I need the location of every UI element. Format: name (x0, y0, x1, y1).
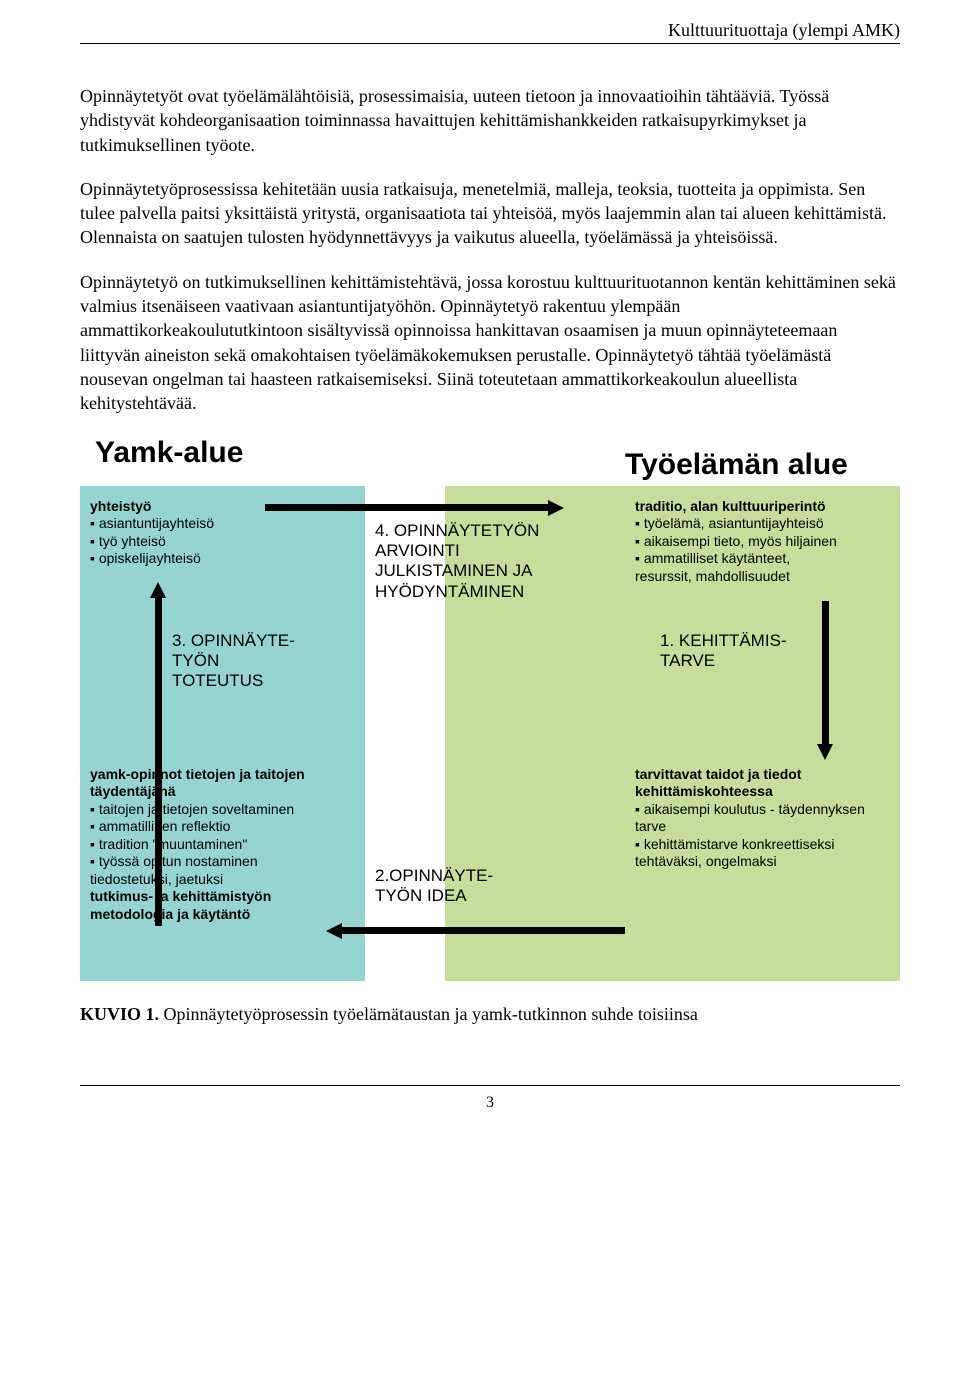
stage-4-arviointi: 4. OPINNÄYTETYÖNARVIOINTIJULKISTAMINEN J… (375, 521, 539, 603)
stage-4-arviointi-line-3: HYÖDYNTÄMINEN (375, 582, 539, 602)
paragraph-2: Opinnäytetyöprosessissa kehitetään uusia… (80, 177, 900, 250)
arrow-top-line (265, 504, 550, 511)
block-yhteistyo-line-1: ▪ työ yhteisö (90, 533, 350, 551)
page-header: Kulttuurituottaja (ylempi AMK) (80, 20, 900, 44)
block-yamk-opinnot-line-4: tiedostetuksi, jaetuksi (90, 871, 350, 889)
stage-1-kehittamistarve-line-1: TARVE (660, 651, 787, 671)
block-tarvittavat-line-3: tehtäväksi, ongelmaksi (635, 853, 895, 871)
paragraph-3: Opinnäytetyö on tutkimuksellinen kehittä… (80, 270, 900, 416)
block-tarvittavat-line-1: tarve (635, 818, 895, 836)
arrow-top-head (548, 500, 564, 516)
stage-3-toteutus-line-0: 3. OPINNÄYTE- (172, 631, 295, 651)
arrow-left-head (150, 582, 166, 598)
block-yamk-opinnot: yamk-opinnot tietojen ja taitojen täyden… (90, 766, 350, 924)
header-program: Kulttuurituottaja (ylempi AMK) (668, 20, 900, 40)
stage-3-toteutus-line-2: TOTEUTUS (172, 671, 295, 691)
diagram-container: Yamk-alueTyöelämän alueyhteistyö▪ asiant… (80, 436, 900, 1025)
arrow-bottom-head (326, 923, 342, 939)
stage-4-arviointi-line-0: 4. OPINNÄYTETYÖN (375, 521, 539, 541)
arrow-right-head (817, 744, 833, 760)
thesis-process-diagram: Yamk-alueTyöelämän alueyhteistyö▪ asiant… (80, 436, 900, 996)
stage-3-toteutus-line-1: TYÖN (172, 651, 295, 671)
block-yhteistyo-line-0: ▪ asiantuntijayhteisö (90, 515, 350, 533)
stage-2-idea-line-1: TYÖN IDEA (375, 886, 493, 906)
title-yamk: Yamk-alue (95, 436, 243, 470)
paragraph-1: Opinnäytetyöt ovat työelämälähtöisiä, pr… (80, 84, 900, 157)
block-traditio: traditio, alan kulttuuriperintö▪ työeläm… (635, 498, 895, 586)
stage-2-idea-line-0: 2.OPINNÄYTE- (375, 866, 493, 886)
stage-1-kehittamistarve: 1. KEHITTÄMIS-TARVE (660, 631, 787, 672)
title-tyoelama: Työelämän alue (625, 448, 848, 482)
stage-4-arviointi-line-1: ARVIOINTI (375, 541, 539, 561)
stage-4-arviointi-line-2: JULKISTAMINEN JA (375, 561, 539, 581)
arrow-bottom-line (340, 927, 625, 934)
block-tarvittavat-line-2: ▪ kehittämistarve konkreettiseksi (635, 836, 895, 854)
block-traditio-line-2: ▪ ammatilliset käytänteet, (635, 550, 895, 568)
block-yhteistyo-line-2: ▪ opiskelijayhteisö (90, 550, 350, 568)
caption-text: Opinnäytetyöprosessin työelämätaustan ja… (159, 1004, 698, 1024)
block-yamk-opinnot-line-3: ▪ työssä opitun nostaminen (90, 853, 350, 871)
block-traditio-line-0: ▪ työelämä, asiantuntijayhteisö (635, 515, 895, 533)
page-number: 3 (486, 1094, 494, 1111)
caption-label: KUVIO 1. (80, 1004, 159, 1024)
block-traditio-head: traditio, alan kulttuuriperintö (635, 498, 895, 516)
stage-2-idea: 2.OPINNÄYTE-TYÖN IDEA (375, 866, 493, 907)
block-yamk-opinnot-line-2: ▪ tradition "muuntaminen" (90, 836, 350, 854)
arrow-right-line (822, 601, 829, 746)
block-yamk-opinnot-head: yamk-opinnot tietojen ja taitojen täyden… (90, 766, 350, 801)
block-yamk-opinnot-line-0: ▪ taitojen ja tietojen soveltaminen (90, 801, 350, 819)
block-tarvittavat-head: tarvittavat taidot ja tiedot kehittämisk… (635, 766, 895, 801)
stage-1-kehittamistarve-line-0: 1. KEHITTÄMIS- (660, 631, 787, 651)
stage-3-toteutus: 3. OPINNÄYTE-TYÖNTOTEUTUS (172, 631, 295, 692)
block-traditio-line-3: resurssit, mahdollisuudet (635, 568, 895, 586)
arrow-left-line (155, 596, 162, 926)
block-yamk-opinnot-line-1: ▪ ammatillinen reflektio (90, 818, 350, 836)
block-traditio-line-1: ▪ aikaisempi tieto, myös hiljainen (635, 533, 895, 551)
page-footer: 3 (80, 1085, 900, 1112)
figure-caption: KUVIO 1. Opinnäytetyöprosessin työelämät… (80, 1004, 900, 1025)
block-tarvittavat: tarvittavat taidot ja tiedot kehittämisk… (635, 766, 895, 871)
block-yamk-opinnot-head2: tutkimus- ja kehittämistyön metodologia … (90, 888, 350, 923)
block-tarvittavat-line-0: ▪ aikaisempi koulutus - täydennyksen (635, 801, 895, 819)
